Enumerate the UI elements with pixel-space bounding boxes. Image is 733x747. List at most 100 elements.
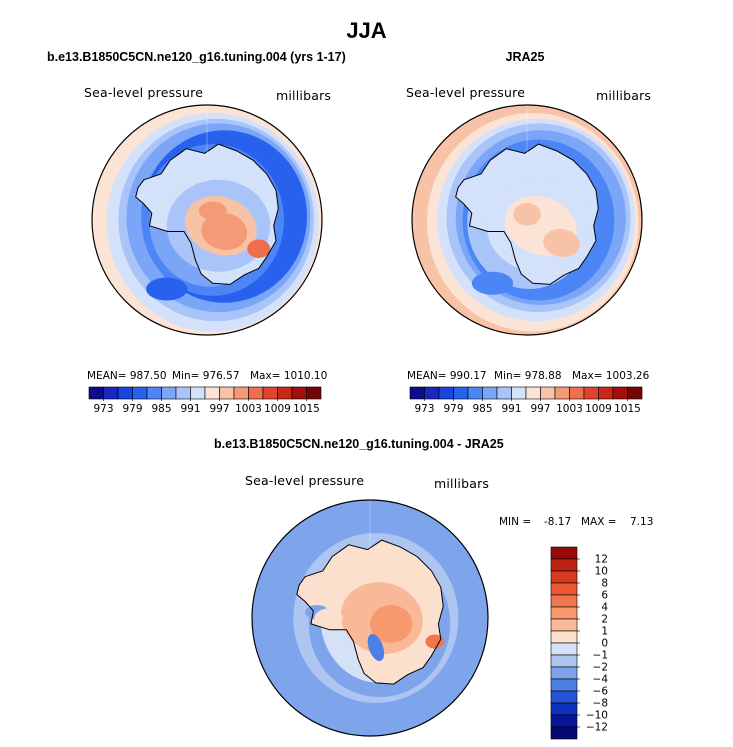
map-panel-1 [92,105,322,335]
colorbar-swatch [550,582,578,596]
colorbar-swatch [219,386,235,400]
colorbar-tick-label: −6 [593,686,609,698]
colorbar-swatch [161,386,177,400]
colorbar-swatch [132,386,148,400]
colorbar-swatch [233,386,249,400]
contour-region [425,634,445,649]
colorbar-tick-label: 1003 [556,403,583,415]
colorbar-swatch [550,594,578,608]
colorbar-swatch [550,546,578,560]
colorbar-swatch [409,386,425,400]
colorbar-tick-label: 1 [601,626,608,638]
panel2-mean: MEAN= 990.17 [407,370,487,382]
panel1-title: b.e13.B1850C5CN.ne120_g16.tuning.004 (yr… [47,50,346,64]
contour-region [367,633,385,662]
colorbar-tick-label: 10 [595,566,608,578]
colorbar-tick-label: −2 [593,662,608,674]
colorbar-tick-label: 1009 [585,403,612,415]
colorbar-tick-label: 6 [601,590,608,602]
colorbar-swatch [511,386,527,400]
colorbar-swatch [550,702,578,716]
contour-region [198,201,227,220]
colorbar-tick-label: 985 [151,403,171,415]
panel3-max-label: MAX = [581,516,617,528]
colorbar-swatch [583,386,599,400]
colorbar-tick-label: −10 [586,710,608,722]
colorbar-swatch [627,386,643,400]
colorbar-tick-label: 991 [501,403,521,415]
colorbar-swatch [424,386,440,400]
contour-region [247,239,271,258]
contour-region [543,229,580,257]
colorbar-swatch [525,386,541,400]
colorbar-tick-label: 1015 [614,403,641,415]
coastline [455,143,599,285]
colorbar-swatch [204,386,220,400]
colorbar-swatch [550,570,578,584]
colorbar-swatch [569,386,585,400]
contour-region [370,605,413,643]
colorbar-swatch [262,386,278,400]
colorbar-tick-label: −1 [593,650,608,662]
colorbar-swatch [550,618,578,632]
colorbar-swatch [550,690,578,704]
colorbar-swatch [550,558,578,572]
colorbar-swatch [306,386,322,400]
colorbar-swatch [540,386,556,400]
map-boundary [251,499,489,737]
colorbar-swatch [190,386,206,400]
panel3-min-value: -8.17 [544,516,572,528]
colorbar-tick-label: −8 [593,698,608,710]
panel1-mean: MEAN= 987.50 [87,370,167,382]
colorbar-swatch [146,386,162,400]
colorbar-swatch [554,386,570,400]
colorbar-swatch [550,630,578,644]
colorbar-tick-label: 991 [180,403,200,415]
colorbar-tick-label: 2 [601,614,608,626]
colorbar-swatch [453,386,469,400]
figure-title: JJA [346,18,387,43]
panel3-variable-label: Sea-level pressure [245,473,365,488]
colorbar-swatch [467,386,483,400]
colorbar-swatch [550,666,578,680]
panel1-units-label: millibars [276,88,332,103]
colorbar-tick-label: 997 [530,403,550,415]
colorbar-tick-label: 1015 [293,403,320,415]
coastline [296,539,444,685]
contour-region [314,608,343,628]
colorbar-tick-label: 0 [601,638,608,650]
colorbar-tick-label: 8 [601,578,608,590]
colorbar-tick-label: 12 [595,554,608,566]
colorbar-tick-label: −4 [593,674,609,686]
colorbar-swatch [496,386,512,400]
panel2-variable-label: Sea-level pressure [406,85,526,100]
colorbar-swatch [175,386,191,400]
colorbar-swatch [103,386,119,400]
contour-region [471,271,514,295]
panel3-min-label: MIN = [499,516,532,528]
panel3-title: b.e13.B1850C5CN.ne120_g16.tuning.004 - J… [214,437,504,451]
colorbar-tick-label: 973 [93,403,113,415]
colorbar-swatch [550,678,578,692]
colorbar-swatch [88,386,104,400]
colorbar-tick-label: 973 [414,403,434,415]
colorbar-swatch [550,606,578,620]
panel2-title: JRA25 [505,50,545,64]
panel1-max: Max= 1010.10 [250,370,328,382]
colorbar-swatch [612,386,628,400]
colorbar-tick-label: 985 [472,403,492,415]
map-panel-2 [412,105,642,335]
coastline [135,143,279,285]
map-panel-3 [252,500,488,736]
colorbar-swatch [438,386,454,400]
colorbar-swatch [550,654,578,668]
panel2-max: Max= 1003.26 [572,370,650,382]
colorbar-tick-label: 979 [443,403,463,415]
colorbar-swatch [550,714,578,728]
colorbar-tick-label: 1003 [235,403,262,415]
colorbar-tick-label: 997 [209,403,229,415]
panel1-variable-label: Sea-level pressure [84,85,204,100]
contour-region [146,277,188,301]
map-boundary [411,104,643,336]
